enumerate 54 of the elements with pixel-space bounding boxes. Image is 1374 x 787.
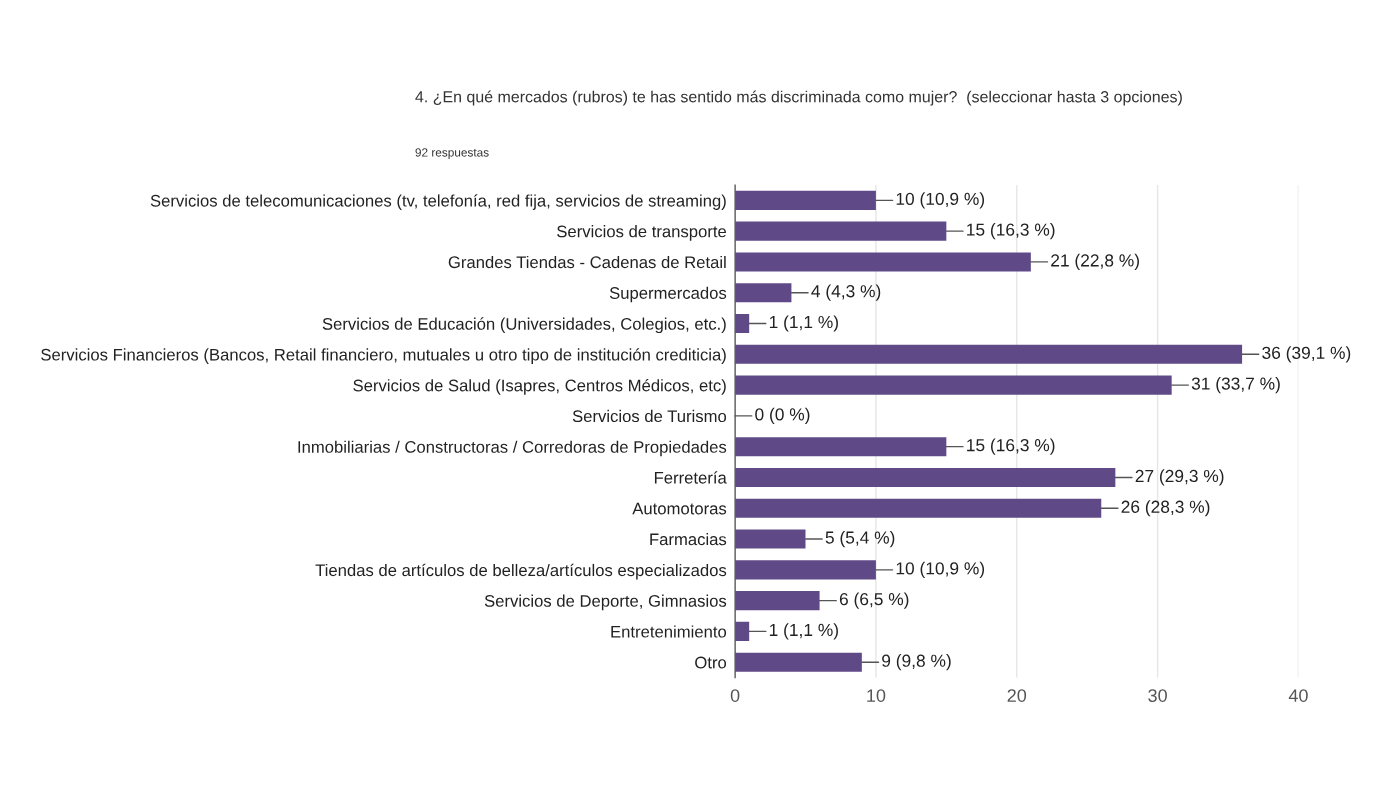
data-label: 15 (16,3 %): [967, 223, 1055, 240]
data-label: 15 (16,3 %): [967, 438, 1055, 455]
bar: [735, 221, 947, 241]
bar: [735, 560, 876, 580]
bar: [735, 652, 862, 672]
bar: [735, 437, 947, 457]
x-tick-label: 0: [730, 689, 740, 702]
x-tick-label: 40: [1288, 689, 1308, 702]
data-label: 10 (10,9 %): [896, 192, 985, 209]
bar: [735, 283, 792, 303]
bar: [735, 375, 1172, 395]
data-label: 6 (6,5 %): [839, 592, 909, 609]
data-label: 9 (9,8 %): [882, 654, 951, 671]
bar: [735, 621, 750, 641]
y-tick-label: Ferretería: [654, 471, 727, 484]
data-label: 1 (1,1 %): [769, 623, 838, 640]
data-label: 10 (10,9 %): [896, 561, 985, 578]
data-label: 21 (22,8 %): [1051, 253, 1139, 271]
y-tick-label: Supermercados: [609, 286, 727, 303]
bar: [735, 252, 1031, 272]
data-label: 1 (1,1 %): [769, 315, 838, 332]
data-label: 5 (5,4 %): [825, 530, 895, 548]
data-label: 26 (28,3 %): [1121, 500, 1210, 517]
data-label: 27 (29,3 %): [1135, 469, 1224, 486]
y-tick-label: Entretenimiento: [611, 625, 727, 638]
y-tick-label: Tiendas de artículos de belleza/artículos especializados: [315, 563, 727, 580]
bar: [735, 498, 1102, 518]
y-tick-label: Servicios de telecomunicaciones (tv, telefonía, red fija, servicios de streaming): [150, 194, 726, 210]
y-tick-label: Automotoras: [632, 502, 727, 515]
x-tick-label: 10: [867, 689, 886, 702]
bar: [735, 529, 806, 549]
y-tick-label: Servicios de transporte: [557, 225, 727, 241]
y-tick-label: Inmobiliarias / Constructoras / Corredoras de Propiedades: [298, 440, 727, 457]
bar: [735, 344, 1243, 364]
bar: [735, 467, 1116, 488]
data-label: 0 (0 %): [755, 407, 810, 424]
x-tick-label: 20: [1007, 689, 1027, 702]
data-label: 31 (33,7 %): [1191, 377, 1280, 394]
bar: [735, 313, 750, 334]
y-tick-label: Grandes Tiendas - Cadenas de Retail: [448, 255, 726, 269]
y-tick-label: Servicios de Educación (Universidades, Colegios, etc.): [322, 317, 726, 334]
data-label: 4 (4,3 %): [811, 284, 881, 301]
y-tick-label: Servicios Financieros (Bancos, Retail financiero, mutuales u otro tipo de institución crediticia): [41, 348, 726, 364]
text: 92 respuestas: [415, 148, 489, 159]
y-tick-label: Servicios de Deporte, Gimnasios: [484, 594, 727, 611]
y-tick-label: Servicios de Turismo: [572, 409, 727, 423]
data-label: 36 (39,1 %): [1262, 346, 1351, 363]
chart-title: 4. ¿En qué mercados (rubros) te has sentido más discriminada como mujer? (seleccionar hasta 3 opciones): [415, 90, 1182, 106]
y-tick-label: Servicios de Salud (Isapres, Centros Médicos, etc): [353, 378, 726, 395]
y-tick-label: Otro: [695, 656, 727, 669]
bar: [735, 190, 876, 210]
y-tick-label: Farmacias: [650, 533, 727, 546]
bar: [735, 591, 820, 611]
x-tick-label: 30: [1148, 689, 1167, 702]
